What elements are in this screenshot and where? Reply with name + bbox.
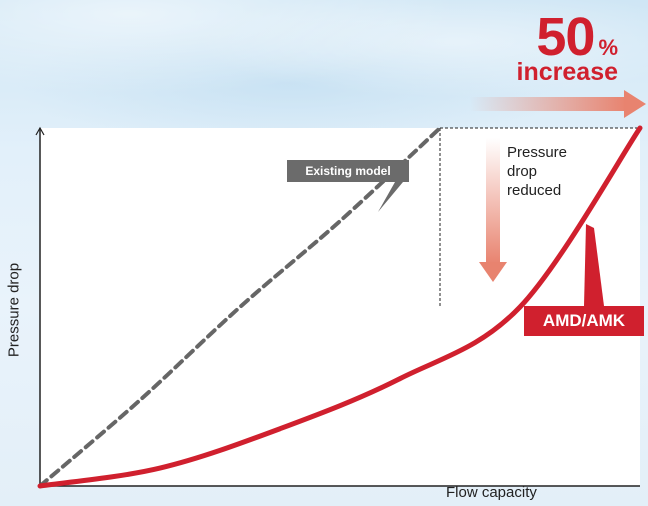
note-line-3: reduced [507,182,562,199]
x-axis-label: Flow capacity [446,484,537,501]
pressure-drop-note: Pressure drop reduced [507,143,567,200]
sky-background [0,0,648,140]
note-line-1: Pressure [507,144,568,161]
y-axis-label-text: Pressure drop [5,262,23,358]
increase-headline: 50% increase [458,7,618,86]
pressure-drop-arrow-shaft [486,138,500,264]
y-axis-arrowhead [35,126,45,136]
right-arrow-icon [624,90,646,118]
existing-model-tag: Existing model [287,160,409,182]
down-arrow-icon [479,262,507,282]
note-line-2: drop [507,163,538,180]
increase-arrow-shaft [470,97,626,111]
amd-amk-tag-pointer [584,224,604,306]
increase-word: increase [516,58,618,86]
increase-value: 50 [536,7,595,67]
amd-amk-tag: AMD/AMK [524,306,644,336]
existing-model-tag-pointer [378,182,403,212]
increase-unit: % [598,35,618,60]
series-line-existing-model [38,126,442,488]
series-line-amd-amk [37,125,643,489]
